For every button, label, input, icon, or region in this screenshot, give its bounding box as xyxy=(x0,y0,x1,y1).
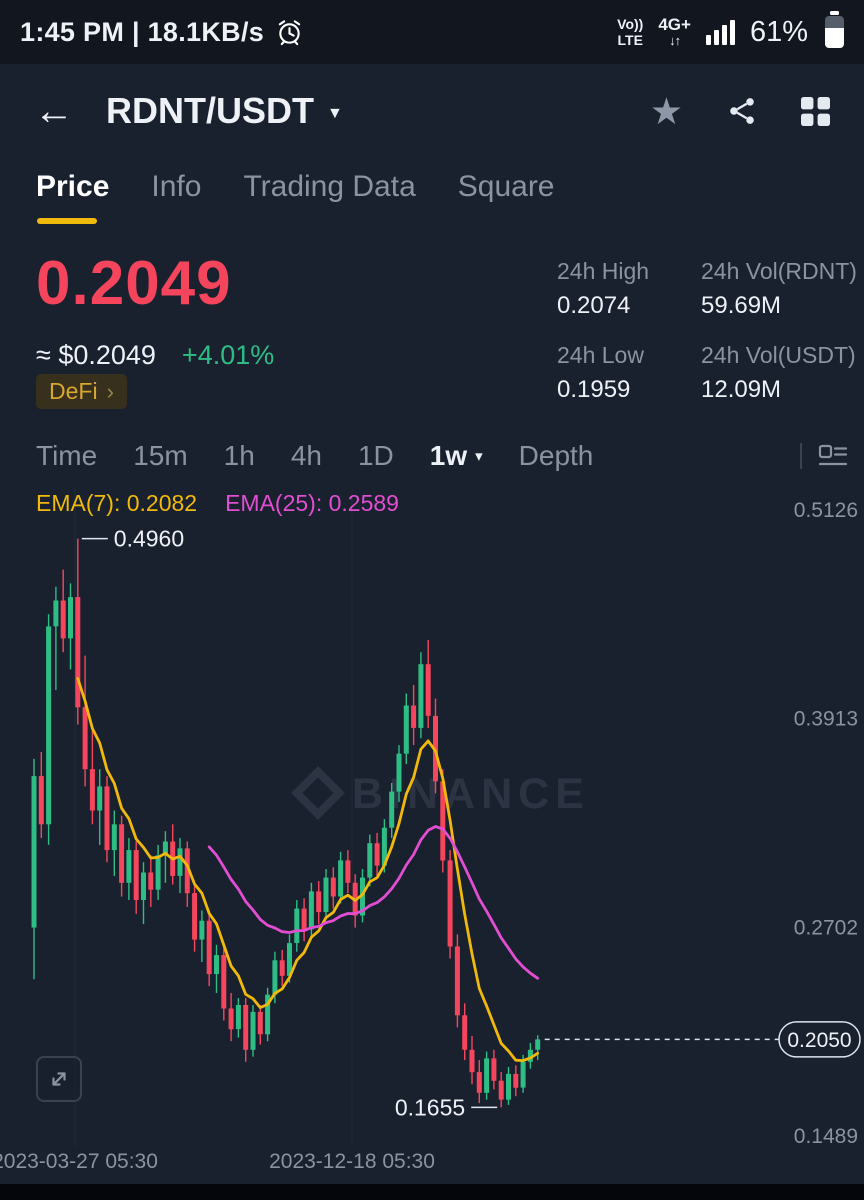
share-button[interactable] xyxy=(727,96,757,126)
tf-1w[interactable]: 1w ▾ xyxy=(429,440,483,471)
tf-time[interactable]: Time xyxy=(36,440,98,471)
svg-text:BINANCE: BINANCE xyxy=(352,770,590,818)
ema7-label: EMA(7): 0.2082 xyxy=(36,490,198,516)
last-price: 0.2049 xyxy=(36,249,232,318)
bottom-inset xyxy=(0,1184,864,1200)
tf-15m[interactable]: 15m xyxy=(133,440,188,471)
pair-selector[interactable]: RDNT/USDT ▼ xyxy=(106,90,343,132)
stats-grid: 24h High 0.2074 24h Vol(RDNT) 59.69M 24h… xyxy=(557,258,857,404)
grid-icon xyxy=(801,96,830,126)
tab-bar: Price Info Trading Data Square xyxy=(36,170,555,224)
status-right: Vo)) LTE 4G+ ↓↑ 61% xyxy=(617,11,844,49)
x-axis: 2023-03-27 05:30 2023-12-18 05:30 xyxy=(0,1150,864,1182)
tab-trading-data[interactable]: Trading Data xyxy=(243,170,416,203)
network-arrows-icon: ↓↑ xyxy=(669,33,681,49)
svg-text:0.5126: 0.5126 xyxy=(794,499,858,522)
fiat-price: ≈ $0.2049 xyxy=(36,340,156,370)
divider xyxy=(800,443,802,469)
timeframe-bar: Time 15m 1h 4h 1D 1w ▾ Depth xyxy=(36,440,848,472)
category-tag-defi[interactable]: DeFi › xyxy=(36,374,127,409)
chevron-right-icon: › xyxy=(106,378,114,404)
svg-text:0.2050: 0.2050 xyxy=(787,1029,851,1052)
svg-text:0.4960: 0.4960 xyxy=(114,526,184,552)
chart-settings-icon xyxy=(818,444,848,466)
caret-down-icon: ▼ xyxy=(326,104,343,122)
tf-4h[interactable]: 4h xyxy=(290,440,322,471)
stat-24h-vol-usdt: 24h Vol(USDT) 12.09M xyxy=(701,342,856,403)
volte-indicator: Vo)) LTE xyxy=(617,15,644,48)
caret-down-small-icon: ▾ xyxy=(475,448,483,465)
status-bar: 1:45 PM | 18.1KB/s Vo)) LTE 4G+ ↓↑ 61% xyxy=(0,0,864,64)
share-icon xyxy=(730,98,754,124)
stat-24h-high: 24h High 0.2074 xyxy=(557,258,650,319)
signal-bars-icon xyxy=(705,19,735,45)
svg-text:0.2702: 0.2702 xyxy=(794,916,858,939)
indicator-labels: EMA(7): 0.2082 EMA(25): 0.2589 xyxy=(36,490,399,517)
tf-1d[interactable]: 1D xyxy=(357,440,394,471)
price-chart[interactable]: BINANCE 0.2050 0.4960 0.1655 0.5126 0.3913 0.2… xyxy=(0,487,864,1147)
svg-text:0.1489: 0.1489 xyxy=(794,1125,858,1147)
stat-24h-low: 24h Low 0.1959 xyxy=(557,342,644,403)
clock-speed-text: 1:45 PM | 18.1KB/s xyxy=(20,16,265,47)
tab-square[interactable]: Square xyxy=(457,170,555,203)
favorite-star-icon[interactable]: ★ xyxy=(649,90,683,132)
tf-depth[interactable]: Depth xyxy=(518,440,594,471)
status-left: 1:45 PM | 18.1KB/s xyxy=(20,17,303,48)
battery-icon xyxy=(825,11,844,48)
x-axis-label: 2023-03-27 05:30 xyxy=(0,1150,158,1173)
svg-text:0.1655: 0.1655 xyxy=(395,1094,465,1120)
header: ← RDNT/USDT ▼ ★ xyxy=(0,76,864,146)
active-tab-underline xyxy=(37,218,97,224)
svg-text:0.3913: 0.3913 xyxy=(794,708,858,731)
tab-info[interactable]: Info xyxy=(151,170,202,203)
fullscreen-button[interactable] xyxy=(36,1056,82,1102)
back-button[interactable]: ← xyxy=(34,89,74,133)
expand-icon xyxy=(52,1072,66,1086)
tab-price[interactable]: Price xyxy=(36,170,109,224)
network-indicator: 4G+ ↓↑ xyxy=(658,15,691,49)
price-change: +4.01% xyxy=(181,340,275,370)
layout-grid-button[interactable] xyxy=(801,96,830,126)
ema25-label: EMA(25): 0.2589 xyxy=(225,490,399,516)
fiat-row: ≈ $0.2049 +4.01% xyxy=(36,340,274,371)
alarm-icon xyxy=(278,19,301,45)
tf-1h[interactable]: 1h xyxy=(223,440,255,471)
chart-settings-button[interactable] xyxy=(818,443,848,469)
x-axis-label: 2023-12-18 05:30 xyxy=(269,1150,435,1173)
battery-percent: 61% xyxy=(749,15,808,48)
stat-24h-vol-rdnt: 24h Vol(RDNT) 59.69M xyxy=(701,258,857,319)
pair-title: RDNT/USDT xyxy=(106,90,314,131)
header-actions: ★ xyxy=(650,93,830,130)
